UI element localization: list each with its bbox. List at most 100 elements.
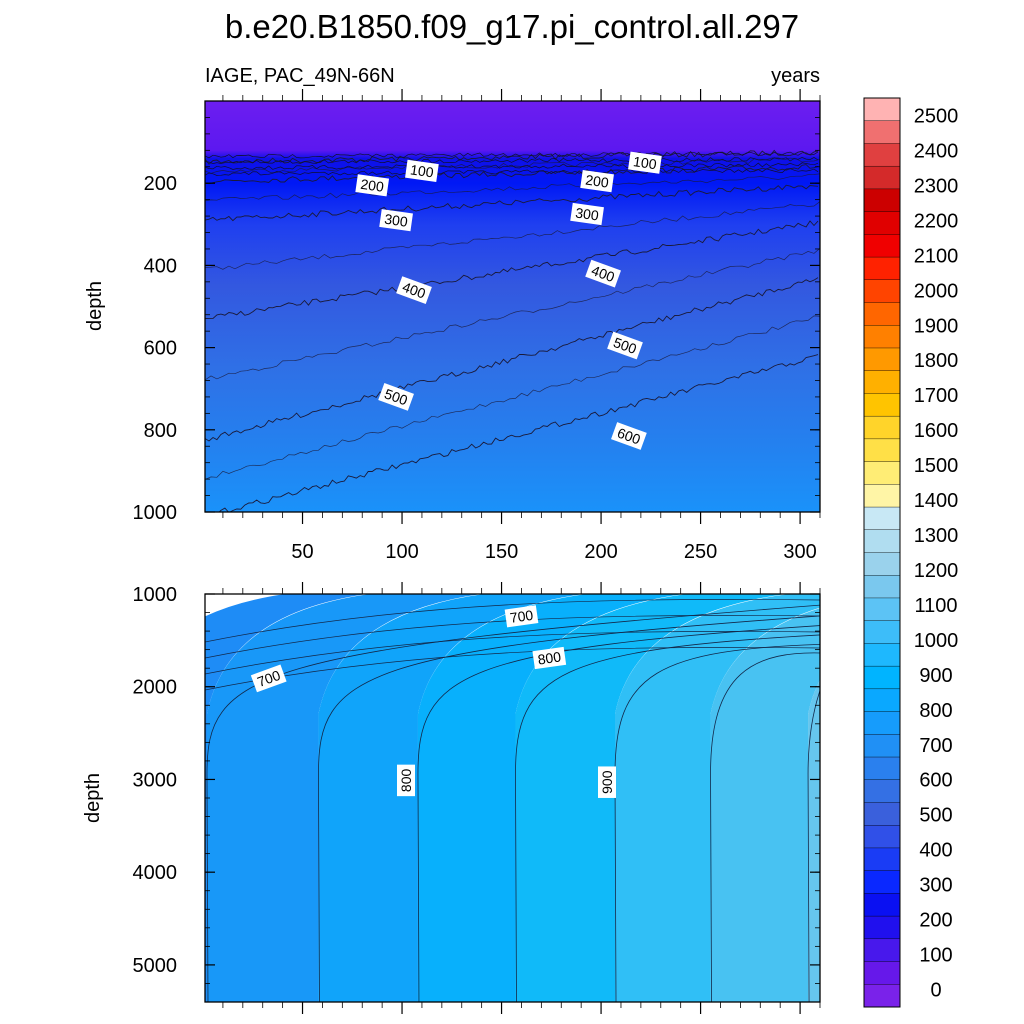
y-tick-label: 3000 (133, 769, 178, 791)
contour-line-650 (206, 604, 820, 1002)
contour-label-box (532, 646, 567, 670)
y-tick-label: 2000 (133, 677, 178, 699)
contour-label-text: 500 (611, 334, 639, 357)
contour-band (206, 594, 482, 1002)
contour-label-text: 800 (537, 648, 563, 667)
y-tick-label: 400 (144, 255, 177, 277)
upper-plot-frame (204, 100, 821, 513)
y-tick-label: 1000 (133, 502, 178, 524)
contour-label-box (396, 276, 432, 304)
contour-label: 400 (585, 259, 621, 288)
colorbar-label: 1100 (914, 595, 957, 617)
x-tick-label: 250 (684, 541, 717, 563)
x-tick-label: 200 (584, 541, 617, 563)
colorbar-swatch (863, 961, 901, 985)
contour-line-600 (218, 354, 819, 512)
contour-line-shallow (205, 156, 819, 164)
contour-label-text: 700 (509, 607, 535, 626)
contour-label-box (379, 209, 413, 232)
lower-contour-labels: 700 700 800 800 900 (250, 605, 616, 798)
colorbar-swatch (863, 779, 901, 803)
colorbar-label: 1200 (914, 560, 959, 582)
colorbar-label: 2500 (914, 106, 959, 128)
colorbar-swatch (863, 552, 901, 576)
colorbar-swatch (863, 165, 901, 190)
contour-label-box (611, 422, 647, 450)
contour-line-intermediate (205, 248, 820, 381)
colorbar-swatch (863, 575, 901, 599)
contour-line-800 (515, 634, 820, 1002)
upper-left-title: IAGE, PAC_49N-66N (205, 65, 395, 87)
contour-band (615, 594, 820, 1002)
contour-line-intermediate (205, 173, 820, 202)
contour-line-750 (417, 625, 820, 1002)
contour-line-intermediate (205, 201, 820, 270)
colorbar: 2500240023002200210020001900180017001600… (863, 97, 959, 1008)
contour-label: 900 (598, 766, 616, 798)
colorbar-swatch (863, 665, 901, 690)
contour-line-200 (205, 164, 819, 185)
colorbar-label: 100 (919, 945, 952, 967)
contour-label: 500 (607, 331, 643, 360)
contour-band (417, 594, 684, 1002)
contour-line-500 (205, 277, 819, 442)
colorbar-swatch (863, 506, 901, 531)
colorbar-swatch (863, 188, 901, 213)
upper-ticks: 200 400 600 800 1000 50 100 150 200 250 300 (133, 89, 821, 563)
contour-label-box (585, 259, 621, 288)
lower-plot: 700 700 800 800 900 1000 2000 3000 4000 5000 dep… (82, 582, 821, 1014)
contour-label-text: 900 (599, 770, 615, 794)
y-tick-label: 1000 (133, 584, 178, 606)
colorbar-label: 1900 (914, 315, 959, 337)
colorbar-swatch (863, 347, 901, 372)
contour-label: 300 (570, 202, 604, 226)
colorbar-swatch (863, 302, 901, 326)
colorbar-swatch (863, 915, 901, 940)
contour-label-box (378, 383, 414, 411)
contour-label: 800 (532, 646, 567, 670)
contour-label-text: 200 (584, 172, 610, 191)
contour-label: 200 (580, 169, 614, 193)
y-tick-label: 5000 (133, 955, 178, 977)
colorbar-label: 1300 (914, 525, 959, 547)
contour-label-box (397, 764, 415, 797)
colorbar-swatch (863, 415, 901, 440)
colorbar-label: 1400 (914, 490, 959, 512)
y-tick-label: 600 (144, 338, 177, 360)
contour-line-300 (205, 184, 819, 222)
contour-line-700 (318, 615, 820, 1002)
contour-label: 200 (355, 174, 390, 197)
upper-y-axis-label: depth (84, 281, 106, 331)
colorbar-label: 800 (919, 700, 952, 722)
contour-line-400 (205, 220, 819, 320)
contour-label-box (355, 174, 390, 197)
contour-line-900 (710, 652, 820, 1002)
colorbar-label: 0 (930, 980, 941, 1002)
colorbar-swatch (863, 461, 901, 485)
contour-label-box (598, 766, 616, 798)
contour-band (515, 594, 787, 1002)
upper-contour-lines (205, 149, 820, 512)
colorbar-swatch (863, 256, 901, 281)
contour-band (710, 608, 820, 1002)
colorbar-label: 200 (919, 910, 952, 932)
upper-plot: 100 100 200 200 300 300 400 400 500 500 600 200 400… (84, 89, 821, 563)
colorbar-label: 1800 (914, 350, 959, 372)
colorbar-swatch (863, 97, 901, 122)
colorbar-swatch (863, 211, 901, 235)
colorbar-swatch (863, 597, 901, 622)
colorbar-swatch (863, 120, 901, 144)
contour-label-text: 100 (409, 161, 435, 180)
colorbar-label: 1000 (914, 630, 959, 652)
contour-label-text: 400 (589, 262, 617, 285)
colorbar-label: 2100 (914, 245, 959, 267)
colorbar-label: 600 (919, 770, 952, 792)
colorbar-swatch (863, 984, 901, 1008)
colorbar-label: 1500 (914, 455, 959, 477)
colorbar-swatch (863, 756, 901, 781)
x-tick-label: 50 (291, 541, 313, 563)
colorbar-swatch (863, 870, 901, 894)
colorbar-swatch (863, 484, 901, 508)
contour-label-text: 300 (383, 211, 409, 230)
contour-line-upper (205, 630, 820, 675)
